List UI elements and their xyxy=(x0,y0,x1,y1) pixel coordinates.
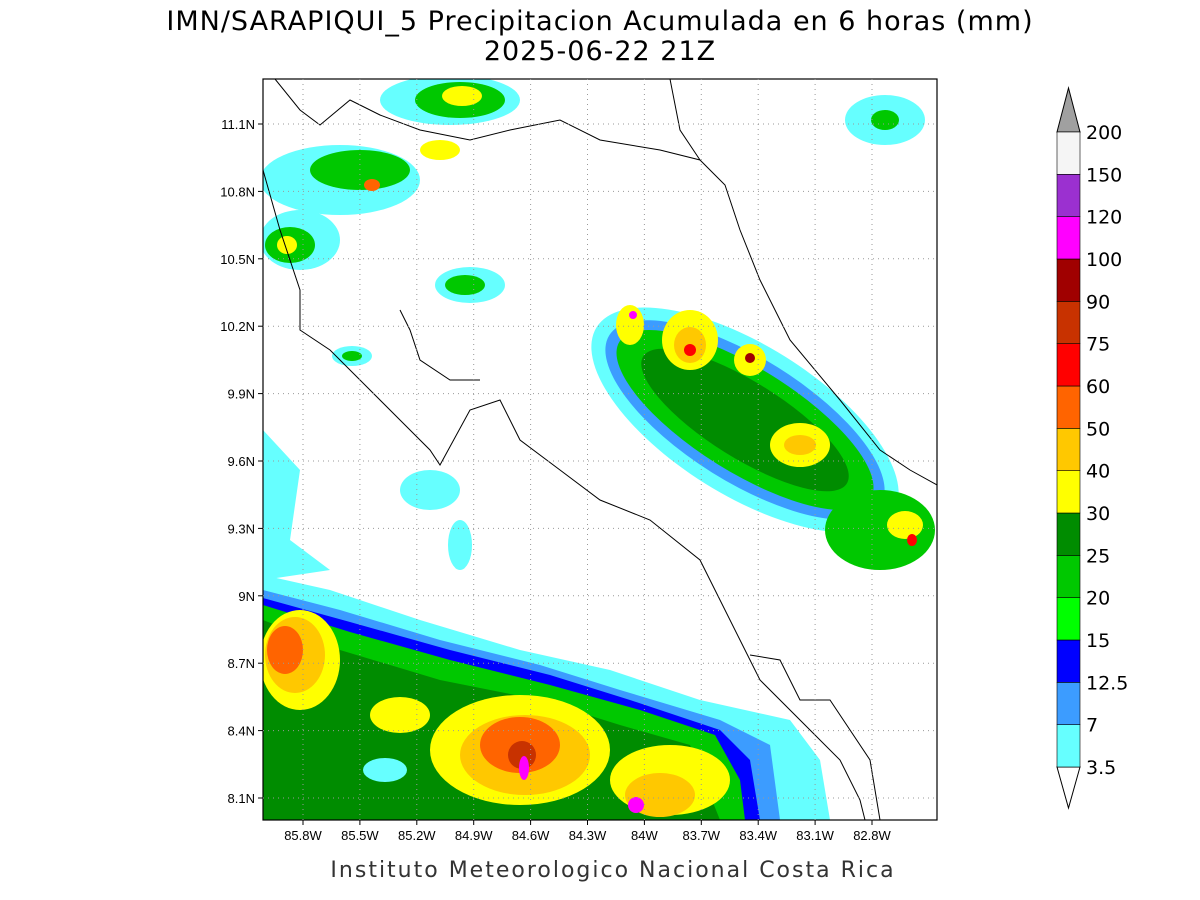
colorbar-label: 50 xyxy=(1086,418,1110,440)
colorbar-label: 200 xyxy=(1086,122,1122,144)
colorbar-over xyxy=(1056,86,1081,133)
colorbar-label: 3.5 xyxy=(1086,757,1116,779)
lon-label: 84.9W xyxy=(455,828,493,843)
lon-label: 84W xyxy=(631,828,658,843)
lon-label: 85.8W xyxy=(284,828,322,843)
lon-label: 83.4W xyxy=(739,828,777,843)
colorbar-segment xyxy=(1056,470,1081,514)
lon-label: 83.1W xyxy=(796,828,834,843)
colorbar-label: 120 xyxy=(1086,207,1122,229)
colorbar: 3.5 7 12.5 15 20 25 30 40 50 60 75 90 100 120 150 200 xyxy=(1056,86,1128,810)
colorbar-label: 150 xyxy=(1086,164,1122,186)
colorbar-segment xyxy=(1056,131,1081,175)
colorbar-label: 20 xyxy=(1086,588,1110,610)
colorbar-segment xyxy=(1056,301,1081,344)
colorbar-segment xyxy=(1056,258,1081,302)
colorbar-segment xyxy=(1056,639,1081,683)
colorbar-segment xyxy=(1056,343,1081,387)
colorbar-segment xyxy=(1056,555,1081,598)
footer: Instituto Meteorologico Nacional Costa R… xyxy=(330,858,895,883)
lon-label: 82.8W xyxy=(853,828,891,843)
lat-label: 9.9N xyxy=(228,387,255,402)
coastline xyxy=(263,79,937,820)
lat-label: 8.4N xyxy=(228,724,255,739)
colorbar-label: 25 xyxy=(1086,545,1110,567)
colorbar-segment xyxy=(1056,385,1081,429)
colorbar-label: 75 xyxy=(1086,334,1110,356)
colorbar-segment xyxy=(1056,512,1081,556)
lat-label: 10.5N xyxy=(220,252,255,267)
lon-label: 85.5W xyxy=(341,828,379,843)
colorbar-label: 30 xyxy=(1086,503,1110,525)
lon-label: 85.2W xyxy=(398,828,436,843)
lat-label: 9N xyxy=(238,589,255,604)
colorbar-segment xyxy=(1056,724,1081,768)
lat-label: 9.3N xyxy=(228,521,255,536)
title: IMN/SARAPIQUI_5 Precipitacion Acumulada … xyxy=(166,6,1033,37)
colorbar-label: 12.5 xyxy=(1086,672,1128,694)
colorbar-label: 100 xyxy=(1086,249,1122,271)
colorbar-label: 40 xyxy=(1086,461,1110,483)
map-frame xyxy=(262,78,938,821)
lon-label: 84.3W xyxy=(569,828,607,843)
colorbar-under xyxy=(1056,766,1081,810)
colorbar-segment xyxy=(1056,682,1081,725)
lat-label: 10.2N xyxy=(220,319,255,334)
colorbar-segment xyxy=(1056,597,1081,641)
lat-label: 9.6N xyxy=(228,454,255,469)
colorbar-segment xyxy=(1056,174,1081,217)
colorbar-label: 15 xyxy=(1086,630,1110,652)
precip-field xyxy=(263,79,935,820)
colorbar-segment xyxy=(1056,216,1081,260)
lon-label: 83.7W xyxy=(683,828,721,843)
subtitle: 2025-06-22 21Z xyxy=(484,36,716,67)
colorbar-label: 90 xyxy=(1086,291,1110,313)
colorbar-label: 7 xyxy=(1086,715,1098,737)
lon-label: 84.6W xyxy=(512,828,550,843)
lat-label: 10.8N xyxy=(220,184,255,199)
lat-label: 8.1N xyxy=(228,791,255,806)
lat-label: 8.7N xyxy=(228,656,255,671)
colorbar-label: 60 xyxy=(1086,376,1110,398)
lat-label: 11.1N xyxy=(221,117,255,132)
colorbar-segment xyxy=(1056,428,1081,471)
